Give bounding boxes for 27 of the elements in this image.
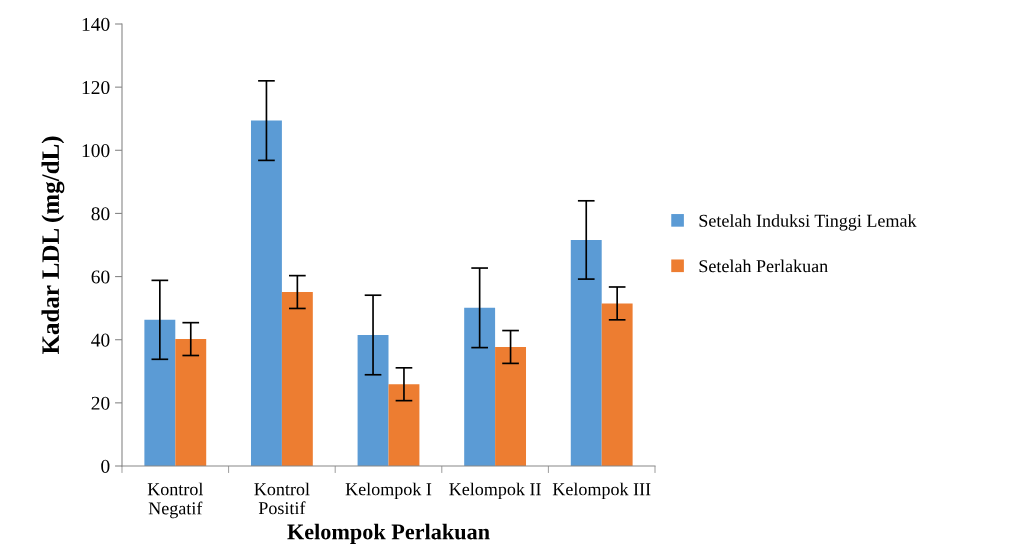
y-tick-label: 60 [91,270,110,284]
legend-label: Setelah Perlakuan [699,259,828,273]
bar [601,303,633,466]
x-tick-label: Kelompok I [345,482,432,500]
y-tick-label: 120 [82,80,110,95]
y-axis-title: Kadar LDL (mg/dL) [41,136,65,355]
bar [495,346,527,466]
legend-label: Setelah Induksi Tinggi Lemak [699,214,917,231]
y-tick-label: 80 [91,207,110,221]
x-tick-label: Kontrol Negatif [147,482,204,519]
x-axis-title: Kelompok Perlakuan [287,523,490,544]
bar [250,120,282,466]
bar [357,334,389,466]
x-tick-label: Kontrol Positif [254,482,310,515]
y-tick-label: 20 [91,396,110,410]
x-tick-label: Kelompok III [552,482,651,500]
bar [281,292,313,466]
y-tick-label: 0 [101,459,110,473]
bar [388,384,420,466]
x-tick-label: Kelompok II [449,482,541,500]
bar [570,239,602,466]
y-tick-label: 100 [82,144,110,158]
bar [464,307,496,466]
bar [144,319,176,466]
bar [175,339,207,466]
y-tick-label: 140 [82,17,110,31]
y-tick-label: 40 [91,333,110,347]
